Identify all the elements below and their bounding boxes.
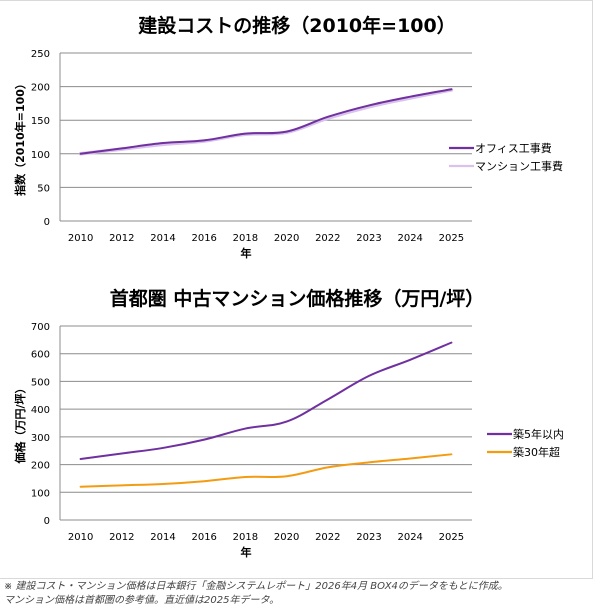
- x-tick-label: 2014: [150, 233, 175, 244]
- x-tick-label: 2022: [315, 532, 340, 543]
- x-tick-label: 2023: [356, 532, 381, 543]
- legend-label: 築30年超: [513, 445, 560, 459]
- y-tick-label: 50: [37, 183, 50, 194]
- x-tick-label: 2012: [109, 532, 134, 543]
- x-axis-label: 年: [241, 545, 252, 559]
- series-1: [79, 341, 453, 461]
- legend-item: オフィス工事費: [449, 141, 552, 155]
- y-tick-label: 100: [31, 150, 50, 161]
- y-tick-label: 200: [31, 83, 50, 94]
- x-tick-label: 2025: [439, 233, 464, 244]
- y-tick-label: 0: [44, 516, 50, 527]
- x-tick-label: 2024: [397, 233, 422, 244]
- x-axis-label: 年: [241, 246, 252, 260]
- x-tick-label: 2020: [274, 532, 299, 543]
- x-tick-label: 2010: [68, 233, 93, 244]
- y-tick-label: 500: [31, 377, 50, 388]
- condo-price-chart: 首都圏 中古マンション価格推移（万円/坪） 0 100 200 300 400 500 600…: [13, 287, 564, 559]
- y-axis-label: 指数（2010年=100）: [13, 78, 27, 196]
- series-line: [79, 453, 453, 488]
- legend-label: オフィス工事費: [475, 141, 552, 155]
- y-tick-label: 300: [31, 433, 50, 444]
- x-tick-label: 2022: [315, 233, 340, 244]
- x-tick-label: 2024: [397, 532, 422, 543]
- footnote: ※ 建設コスト・マンション価格は日本銀行「金融システムレポート」2026年4月 …: [4, 580, 613, 608]
- footnote-line-2: マンション価格は首都圏の参考値。直近値は2025年データ。: [4, 595, 280, 606]
- legend-label: 築5年以内: [513, 427, 564, 441]
- y-tick-label: 150: [31, 116, 50, 127]
- x-tick-label: 2020: [274, 233, 299, 244]
- y-tick-label: 200: [31, 461, 50, 472]
- chart-title: 首都圏 中古マンション価格推移（万円/坪）: [110, 287, 485, 310]
- series-1: [79, 88, 453, 155]
- legend-item: 築30年超: [487, 445, 560, 459]
- x-tick-label: 2025: [439, 532, 464, 543]
- x-tick-label: 2016: [191, 532, 216, 543]
- series-line: [79, 88, 453, 155]
- y-tick-label: 100: [31, 488, 50, 499]
- x-tick-label: 2023: [356, 233, 381, 244]
- series-line: [79, 341, 453, 461]
- legend-label: マンション工事費: [475, 159, 563, 173]
- x-tick-label: 2016: [191, 233, 216, 244]
- chart-title: 建設コストの推移（2010年=100）: [138, 14, 455, 37]
- y-tick-label: 250: [31, 49, 50, 60]
- y-axis-label: 価格（万円/坪）: [13, 382, 27, 464]
- construction-cost-chart-panel: 建設コストの推移（2010年=100） 0 50 100 150 200 250 2010 20…: [0, 0, 593, 277]
- x-tick-label: 2014: [150, 532, 175, 543]
- legend-item: 築5年以内: [487, 427, 564, 441]
- condo-price-chart-panel: 首都圏 中古マンション価格推移（万円/坪） 0 100 200 300 400 500 600…: [0, 276, 593, 579]
- x-tick-label: 2010: [68, 532, 93, 543]
- series-2: [79, 453, 453, 488]
- x-tick-label: 2018: [233, 233, 258, 244]
- construction-cost-chart: 建設コストの推移（2010年=100） 0 50 100 150 200 250 2010 20…: [13, 14, 563, 260]
- y-tick-label: 600: [31, 350, 50, 361]
- x-tick-label: 2018: [233, 532, 258, 543]
- y-tick-label: 700: [31, 322, 50, 333]
- x-tick-label: 2012: [109, 233, 134, 244]
- y-tick-label: 400: [31, 405, 50, 416]
- y-tick-label: 0: [44, 217, 50, 228]
- legend-item: マンション工事費: [449, 159, 563, 173]
- footnote-line-1: ※ 建設コスト・マンション価格は日本銀行「金融システムレポート」2026年4月 …: [4, 581, 508, 592]
